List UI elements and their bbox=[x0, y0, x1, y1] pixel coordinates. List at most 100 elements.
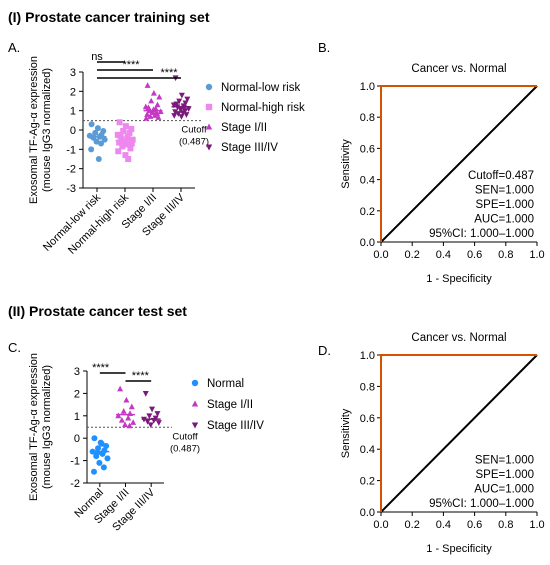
legend-marker bbox=[205, 103, 213, 111]
data-point bbox=[185, 106, 192, 113]
significance-label: **** bbox=[122, 59, 140, 71]
data-point bbox=[128, 140, 135, 147]
data-point bbox=[117, 132, 124, 139]
data-point bbox=[176, 98, 183, 105]
section-title-test: (II) Prostate cancer test set bbox=[8, 303, 187, 319]
x-tick-label: 0.8 bbox=[498, 519, 513, 531]
legend-label: Stage I/II bbox=[221, 122, 267, 134]
data-point bbox=[142, 391, 149, 397]
data-point bbox=[146, 413, 153, 420]
data-point bbox=[151, 112, 158, 118]
y-axis-title: Sensitivity bbox=[340, 408, 352, 458]
data-point bbox=[184, 96, 191, 103]
reference-diagonal-line bbox=[380, 85, 538, 243]
y-tick-label: 0.8 bbox=[360, 112, 375, 124]
data-point bbox=[96, 459, 103, 466]
legend-marker bbox=[191, 379, 199, 387]
stats-text: AUC=1.000 bbox=[474, 214, 534, 226]
y-tick-label: 0.4 bbox=[360, 175, 375, 187]
data-point bbox=[172, 109, 179, 115]
y-tick-label: 0.0 bbox=[360, 507, 375, 519]
y-tick-label: -2 bbox=[70, 478, 80, 490]
legend-label: Normal bbox=[207, 378, 244, 390]
legend-marker bbox=[191, 400, 199, 407]
stats-text: SPE=1.000 bbox=[475, 199, 534, 211]
significance-label: **** bbox=[92, 362, 110, 374]
data-point bbox=[143, 115, 150, 121]
data-point bbox=[147, 422, 154, 429]
data-point bbox=[124, 133, 131, 140]
stats-text: 95%CI: 1.000–1.000 bbox=[429, 228, 534, 240]
data-point bbox=[153, 109, 160, 115]
roc-curve bbox=[380, 354, 537, 512]
data-point bbox=[173, 101, 180, 108]
stats-text: Cutoff=0.487 bbox=[468, 170, 534, 182]
y-tick-label: 3 bbox=[70, 67, 76, 79]
data-point bbox=[88, 146, 95, 153]
data-point bbox=[115, 148, 122, 155]
stats-text: SPE=1.000 bbox=[475, 469, 534, 481]
legend-label: Stage I/II bbox=[207, 399, 253, 411]
data-point bbox=[116, 119, 123, 126]
cutoff-label: (0.487) bbox=[170, 443, 200, 454]
stats-text: SEN=1.000 bbox=[475, 455, 534, 467]
data-point bbox=[125, 414, 132, 421]
data-point bbox=[123, 396, 130, 403]
y-tick-label: 0.0 bbox=[360, 237, 375, 249]
y-tick-label: 0.2 bbox=[360, 206, 375, 218]
panel-c-scatter-chart: C. -2 -1 0 1 2 3 Exosomal TF-Ag-α expression (mo… bbox=[8, 340, 264, 534]
data-point bbox=[98, 440, 105, 447]
stats-text: SEN=1.000 bbox=[475, 185, 534, 197]
y-tick-label: 2 bbox=[74, 388, 80, 400]
x-tick-label: 0.6 bbox=[467, 519, 482, 531]
x-tick-label: 0.2 bbox=[405, 519, 420, 531]
x-tick-label: 0.4 bbox=[436, 519, 451, 531]
data-point bbox=[144, 419, 151, 425]
legend-marker bbox=[205, 123, 213, 130]
data-point bbox=[120, 127, 127, 134]
legend-marker bbox=[205, 83, 213, 91]
y-tick-label: 0.2 bbox=[360, 476, 375, 488]
data-point bbox=[154, 411, 161, 417]
cutoff-label: (0.487) bbox=[179, 137, 209, 148]
x-tick-label: 0.6 bbox=[467, 249, 482, 261]
reference-diagonal-line bbox=[380, 354, 538, 513]
panel-letter: B. bbox=[318, 40, 330, 55]
data-point bbox=[122, 421, 129, 428]
data-point bbox=[93, 138, 100, 145]
data-point bbox=[126, 422, 133, 429]
data-point bbox=[122, 152, 129, 159]
stats-text: 95%CI: 1.000–1.000 bbox=[429, 498, 534, 510]
data-point bbox=[90, 468, 97, 475]
significance-label: ns bbox=[91, 51, 103, 63]
data-point bbox=[128, 403, 135, 410]
y-tick-label: 2 bbox=[70, 86, 76, 98]
data-point bbox=[125, 156, 132, 162]
data-point bbox=[144, 82, 151, 88]
chart-title: Cancer vs. Normal bbox=[411, 332, 506, 344]
y-tick-label: 0.4 bbox=[360, 444, 375, 456]
data-point bbox=[116, 139, 123, 146]
data-point bbox=[92, 129, 99, 136]
data-point bbox=[94, 125, 101, 132]
data-point bbox=[156, 93, 163, 100]
y-tick-label: -3 bbox=[66, 183, 76, 195]
legend-label: Normal-high risk bbox=[221, 102, 305, 114]
x-tick-label: 0.0 bbox=[373, 519, 388, 531]
y-axis-title: (mouse IgG3 normalized) bbox=[41, 68, 53, 192]
y-tick-label: -2 bbox=[66, 164, 76, 176]
data-point bbox=[126, 129, 133, 136]
x-tick-label: 1.0 bbox=[529, 519, 544, 531]
y-tick-label: 1 bbox=[74, 411, 80, 423]
data-point bbox=[144, 111, 151, 117]
y-tick-label: 1.0 bbox=[360, 350, 375, 362]
x-tick-label: 1.0 bbox=[529, 249, 544, 261]
y-tick-label: 1 bbox=[70, 106, 76, 118]
y-tick-label: 3 bbox=[74, 366, 80, 378]
data-point bbox=[175, 111, 182, 117]
data-point bbox=[178, 92, 185, 99]
panel-letter: A. bbox=[8, 40, 20, 55]
data-point bbox=[95, 156, 102, 162]
